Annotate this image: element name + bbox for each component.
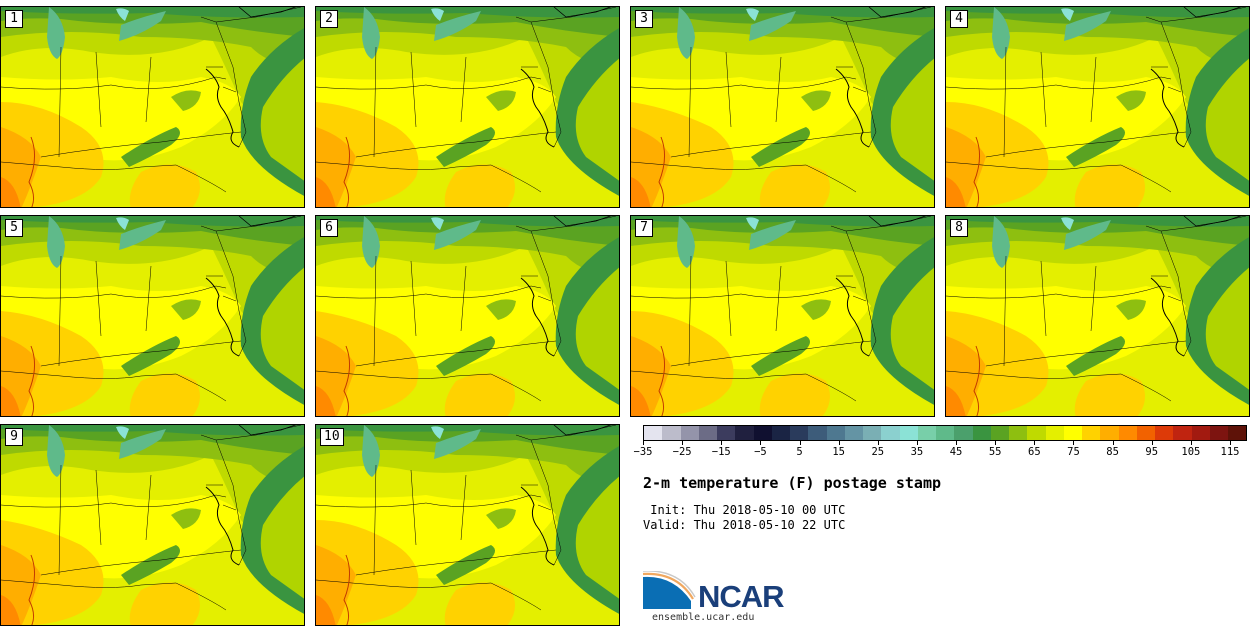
colorbar-tick-label: 95 — [1145, 446, 1159, 458]
colorbar-tick — [799, 441, 801, 445]
colorbar-tick-label: −5 — [754, 446, 767, 458]
ensemble-member-panel-2: 2 — [315, 6, 620, 208]
colorbar-tick — [1190, 441, 1192, 445]
ensemble-member-panel-10: 10 — [315, 424, 620, 626]
colorbar-swatch-13 — [881, 426, 900, 440]
member-number-label: 4 — [950, 10, 968, 28]
member-number-label: 8 — [950, 219, 968, 237]
member-number-label: 10 — [320, 428, 344, 446]
colorbar-tick-label: 85 — [1106, 446, 1119, 458]
colorbar-tick — [1230, 441, 1231, 445]
colorbar-swatch-15 — [917, 426, 936, 440]
colorbar-tick — [1151, 441, 1153, 445]
colorbar-swatch-30 — [1191, 426, 1210, 440]
colorbar-tick — [877, 441, 879, 445]
colorbar-tick-label: 75 — [1067, 446, 1080, 458]
ensemble-member-panel-8: 8 — [945, 215, 1250, 417]
figure-title: 2-m temperature (F) postage stamp — [643, 474, 942, 492]
colorbar-tick — [1112, 441, 1114, 445]
colorbar-swatch-21 — [1027, 426, 1046, 440]
colorbar-tick-label: −25 — [672, 446, 692, 458]
colorbar-tick — [1073, 441, 1075, 445]
colorbar-swatch-28 — [1155, 426, 1174, 440]
colorbar-swatch-27 — [1136, 426, 1155, 440]
colorbar-tick — [1034, 441, 1036, 445]
ensemble-member-panel-4: 4 — [945, 6, 1250, 208]
colorbar-swatch-0 — [644, 426, 663, 440]
colorbar-swatch-6 — [753, 426, 772, 440]
ncar-logo-icon — [643, 571, 696, 609]
colorbar-tick — [760, 441, 762, 445]
colorbar-swatch-8 — [790, 426, 809, 440]
colorbar-swatch-22 — [1045, 426, 1064, 440]
colorbar — [643, 425, 1247, 441]
colorbar-tick-label: 115 — [1220, 446, 1240, 458]
colorbar-swatch-29 — [1173, 426, 1192, 440]
colorbar-tick-label: 45 — [949, 446, 963, 458]
colorbar-tick — [916, 441, 918, 445]
ensemble-member-panel-1: 1 — [0, 6, 305, 208]
colorbar-swatch-2 — [680, 426, 699, 440]
colorbar-tick-label: 5 — [796, 446, 803, 458]
colorbar-tick-label: 15 — [832, 446, 845, 458]
colorbar-tick-label: 105 — [1181, 446, 1201, 458]
colorbar-tick — [995, 441, 997, 445]
colorbar-tick-label: 55 — [988, 446, 1002, 458]
colorbar-swatch-7 — [771, 426, 790, 440]
colorbar-swatch-11 — [844, 426, 863, 440]
colorbar-swatch-12 — [863, 426, 882, 440]
ensemble-member-panel-7: 7 — [630, 215, 935, 417]
colorbar-swatch-16 — [936, 426, 955, 440]
init-time: Init: Thu 2018-05-10 00 UTC — [643, 503, 846, 517]
colorbar-swatch-32 — [1228, 426, 1247, 440]
colorbar-tick — [682, 441, 684, 445]
colorbar-swatch-9 — [808, 426, 827, 440]
member-number-label: 9 — [5, 428, 23, 446]
colorbar-swatch-20 — [1009, 426, 1028, 440]
colorbar-tick-label: −35 — [633, 446, 653, 458]
colorbar-swatch-18 — [972, 426, 991, 440]
valid-time: Valid: Thu 2018-05-10 22 UTC — [643, 518, 846, 532]
colorbar-tick-label: 65 — [1028, 446, 1041, 458]
ensemble-member-panel-9: 9 — [0, 424, 305, 626]
member-number-label: 1 — [5, 10, 23, 28]
member-number-label: 7 — [635, 219, 653, 237]
colorbar-tick-label: −15 — [711, 446, 731, 458]
colorbar-tick-label: 25 — [871, 446, 885, 458]
colorbar-tick — [956, 441, 958, 445]
colorbar-swatch-26 — [1118, 426, 1137, 440]
colorbar-ticks: −35 −25 −15 −5 5 15 25 35 45 55 65 75 85 95 105 115 — [634, 441, 1247, 463]
site-url: ensemble.ucar.edu — [652, 612, 755, 623]
colorbar-swatch-5 — [735, 426, 754, 440]
colorbar-tick — [643, 441, 644, 445]
colorbar-swatch-14 — [899, 426, 918, 440]
ensemble-member-panel-3: 3 — [630, 6, 935, 208]
ensemble-member-panel-6: 6 — [315, 215, 620, 417]
colorbar-tick — [721, 441, 723, 445]
colorbar-swatch-3 — [698, 426, 717, 440]
member-number-label: 6 — [320, 219, 338, 237]
member-number-label: 5 — [5, 219, 23, 237]
colorbar-swatch-31 — [1209, 426, 1228, 440]
colorbar-swatch-4 — [717, 426, 736, 440]
colorbar-tick-label: 35 — [910, 446, 924, 458]
colorbar-swatch-25 — [1100, 426, 1119, 440]
colorbar-swatch-17 — [954, 426, 973, 440]
ensemble-member-panel-5: 5 — [0, 215, 305, 417]
colorbar-swatch-1 — [662, 426, 681, 440]
colorbar-swatch-10 — [826, 426, 845, 440]
colorbar-swatch-23 — [1063, 426, 1082, 440]
ncar-wordmark: NCAR — [698, 579, 785, 614]
colorbar-swatch-24 — [1082, 426, 1101, 440]
colorbar-swatch-19 — [990, 426, 1009, 440]
member-number-label: 3 — [635, 10, 653, 28]
member-number-label: 2 — [320, 10, 338, 28]
colorbar-tick — [838, 441, 840, 445]
